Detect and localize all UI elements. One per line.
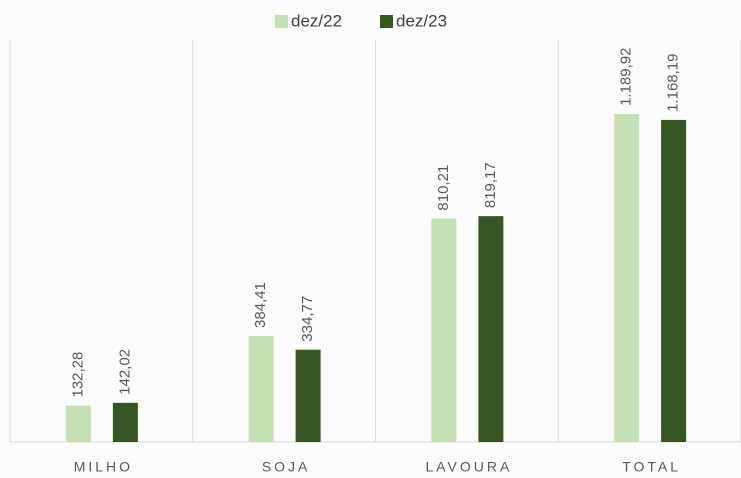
data-label: 132,28	[69, 352, 86, 398]
data-label: 810,21	[435, 165, 452, 211]
bar	[249, 336, 274, 442]
legend-label: dez/23	[396, 11, 447, 30]
bar	[113, 403, 138, 442]
x-tick-label: LAVOURA	[425, 459, 512, 475]
data-label: 819,17	[482, 162, 499, 208]
legend-swatch	[275, 15, 288, 28]
x-tick-label: SOJA	[262, 459, 311, 475]
x-tick-label: TOTAL	[622, 459, 681, 475]
bar	[296, 350, 321, 442]
data-label: 384,41	[252, 282, 269, 328]
bar	[431, 219, 456, 442]
bar	[614, 114, 639, 442]
page: dez/22 dez/23 MILHO 132,28 142,02 SOJA 384,41 3…	[0, 0, 741, 478]
legend-swatch	[380, 15, 393, 28]
chart: dez/22 dez/23 MILHO 132,28 142,02 SOJA 384,41 3…	[0, 0, 741, 478]
data-label: 142,02	[116, 349, 133, 395]
data-label: 1.168,19	[665, 54, 682, 112]
x-tick-label: MILHO	[74, 459, 133, 475]
bar	[478, 216, 503, 442]
data-label: 334,77	[299, 296, 316, 342]
bar	[661, 120, 686, 442]
bar	[66, 406, 91, 442]
legend-label: dez/22	[291, 11, 342, 30]
data-label: 1.189,92	[618, 48, 635, 106]
